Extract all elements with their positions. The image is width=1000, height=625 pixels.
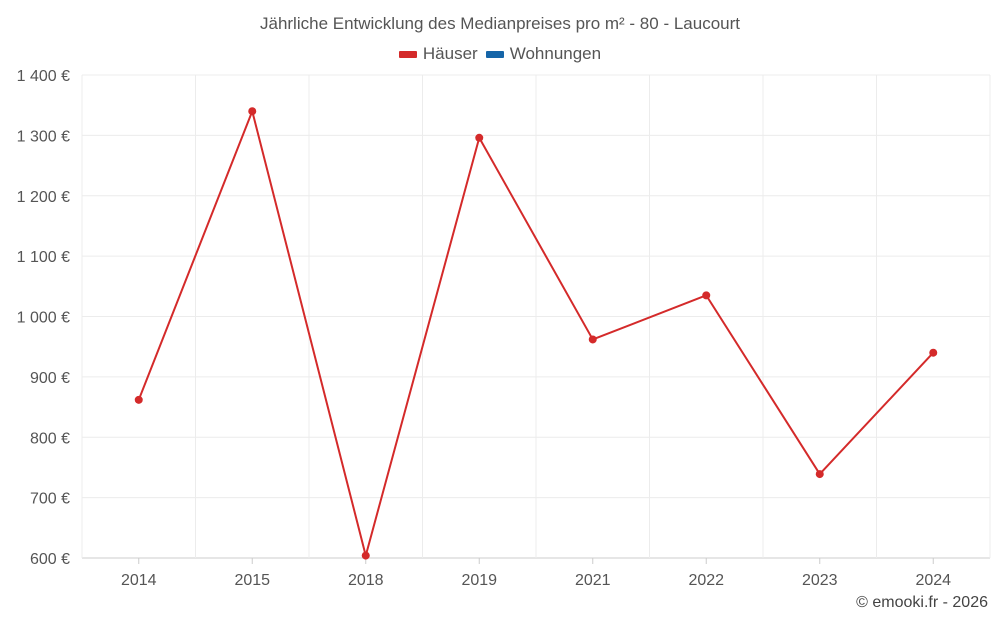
chart-legend: Häuser Wohnungen [0,44,1000,64]
y-tick-label: 600 € [30,551,70,568]
y-tick-label: 1 400 € [17,68,70,85]
x-tick-label: 2022 [688,572,724,589]
data-point [815,470,824,479]
y-tick-label: 1 300 € [17,128,70,145]
legend-swatch-haeuser [398,50,417,58]
data-point [361,551,370,560]
chart-title: Jährliche Entwicklung des Medianpreises … [259,14,740,33]
x-tick-label: 2024 [915,572,951,589]
y-tick-label: 700 € [30,491,70,508]
y-tick-label: 900 € [30,370,70,387]
y-tick-label: 1 200 € [17,189,70,206]
x-tick-label: 2018 [348,572,384,589]
x-tick-label: 2015 [234,572,270,589]
legend-label-haeuser: Häuser [422,44,478,63]
legend-swatch-wohnungen [485,50,504,58]
y-tick-label: 800 € [30,430,70,447]
data-point [702,291,711,300]
x-tick-label: 2021 [575,572,611,589]
y-tick-label: 1 000 € [17,310,70,327]
legend-item-haeuser[interactable]: Häuser [398,44,478,64]
data-point [475,133,484,142]
series-line-0 [137,110,934,557]
legend-item-wohnungen[interactable]: Wohnungen [485,44,602,64]
data-point [929,348,938,357]
data-point [588,335,597,344]
legend-label-wohnungen: Wohnungen [509,44,602,63]
copyright-credit: © emooki.fr - 2026 [856,594,988,611]
x-tick-label: 2019 [461,572,497,589]
data-point [134,395,143,404]
y-tick-label: 1 100 € [17,249,70,266]
x-tick-label: 2014 [121,572,157,589]
x-tick-label: 2023 [802,572,838,589]
data-point [248,107,257,116]
